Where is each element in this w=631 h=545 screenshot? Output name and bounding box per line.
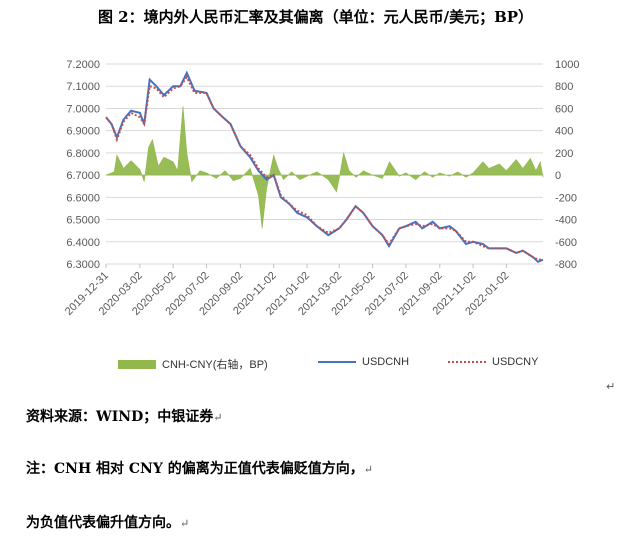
return-mark: ↵ <box>363 463 373 476</box>
right-tick-label: 600 <box>555 103 573 115</box>
x-axis: 2019-12-312020-03-022020-05-022020-07-02… <box>63 264 512 318</box>
right-tick-label: 800 <box>555 81 573 93</box>
left-axis: 6.3000 6.4000 6.5000 6.6000 6.7000 6.8000 6.90… <box>66 59 100 271</box>
left-tick-label: 7.0000 <box>66 103 100 115</box>
left-tick-label: 7.2000 <box>66 59 100 71</box>
note-line-1-text: 注：CNH 相对 CNY 的偏离为正值代表偏贬值方向， <box>26 461 364 477</box>
legend-item-usdcny: USDCNY <box>448 356 538 368</box>
legend-label-spread: CNH-CNY(右轴，BP) <box>162 359 268 371</box>
legend-swatch-usdcnh <box>318 361 356 363</box>
note-line-2: 为负值代表偏升值方向。↵ <box>26 512 189 532</box>
source-note-text: 资料来源：WIND；中银证券 <box>26 409 214 425</box>
right-tick-label: 1000 <box>555 59 579 71</box>
series-cnh-cny-spread-area <box>105 106 544 229</box>
right-tick-label: 400 <box>555 126 573 138</box>
left-tick-label: 6.6000 <box>66 192 100 204</box>
chart-area: 6.3000 6.4000 6.5000 6.6000 6.7000 6.8000 6.90… <box>28 34 603 392</box>
note-line-1: 注：CNH 相对 CNY 的偏离为正值代表偏贬值方向，↵ <box>26 458 373 478</box>
return-mark: ↵ <box>606 380 616 393</box>
return-mark: ↵ <box>213 411 223 424</box>
left-tick-label: 6.9000 <box>66 126 100 138</box>
series-layer <box>105 70 544 263</box>
legend-item-spread: CNH-CNY(右轴，BP) <box>118 356 268 372</box>
right-tick-label: -200 <box>555 192 577 204</box>
left-tick-label: 6.5000 <box>66 215 100 227</box>
left-tick-label: 6.3000 <box>66 259 100 271</box>
left-tick-label: 6.8000 <box>66 148 100 160</box>
series-usdcny-line <box>105 75 543 261</box>
legend-label-usdcnh: USDCNH <box>362 356 410 368</box>
right-tick-label: -600 <box>555 237 577 249</box>
source-note: 资料来源：WIND；中银证券↵ <box>26 406 222 426</box>
return-mark: ↵ <box>180 517 190 530</box>
left-tick-label: 6.7000 <box>66 170 100 182</box>
chart-legend: CNH-CNY(右轴，BP) USDCNH USDCNY <box>118 356 588 380</box>
left-tick-label: 7.1000 <box>66 81 100 93</box>
note-line-2-text: 为负值代表偏升值方向。 <box>26 515 180 531</box>
legend-label-usdcny: USDCNY <box>492 356 539 368</box>
legend-item-usdcnh: USDCNH <box>318 356 409 368</box>
left-tick-label: 6.4000 <box>66 237 100 249</box>
chart-title: 图 2：境内外人民币汇率及其偏离（单位：元人民币/美元；BP） <box>97 8 534 26</box>
right-tick-label: -800 <box>555 259 577 271</box>
right-axis: -800 -600 -400 -200 0 200 400 600 800 1000 <box>555 59 579 271</box>
chart-svg: 6.3000 6.4000 6.5000 6.6000 6.7000 6.8000 6.90… <box>63 59 580 318</box>
right-tick-label: 200 <box>555 148 573 160</box>
legend-swatch-usdcny <box>448 361 486 363</box>
legend-swatch-spread <box>118 359 156 369</box>
right-tick-label: -400 <box>555 215 577 227</box>
right-tick-label: 0 <box>555 170 561 182</box>
